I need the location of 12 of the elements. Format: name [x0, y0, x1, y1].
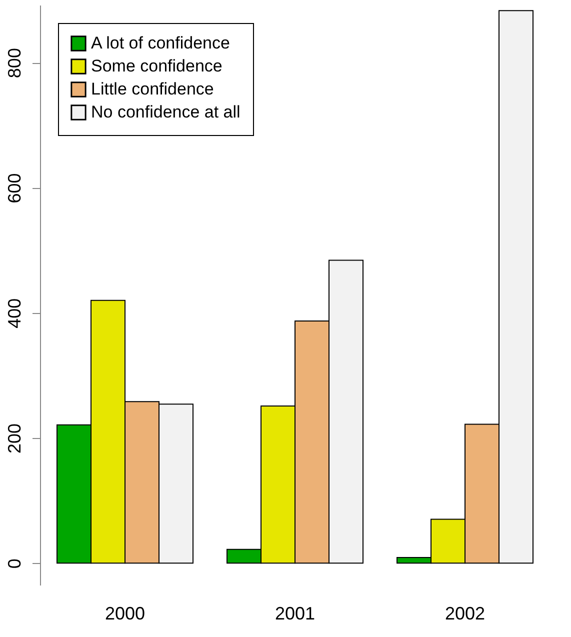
y-tick-label: 400: [4, 298, 24, 328]
y-tick-label: 600: [4, 173, 24, 204]
x-tick-label: 2000: [104, 604, 146, 624]
x-tick-label: 2001: [274, 604, 316, 624]
y-tick-label: 800: [4, 48, 24, 78]
legend-label: No confidence at all: [91, 102, 240, 122]
y-tick-label: 0: [4, 558, 24, 569]
legend-label: A lot of confidence: [91, 34, 230, 52]
x-tick-label: 2002: [444, 604, 486, 624]
legend-label: Some confidence: [91, 56, 222, 76]
y-tick-label: 200: [4, 423, 24, 454]
legend-label: Little confidence: [91, 80, 214, 98]
